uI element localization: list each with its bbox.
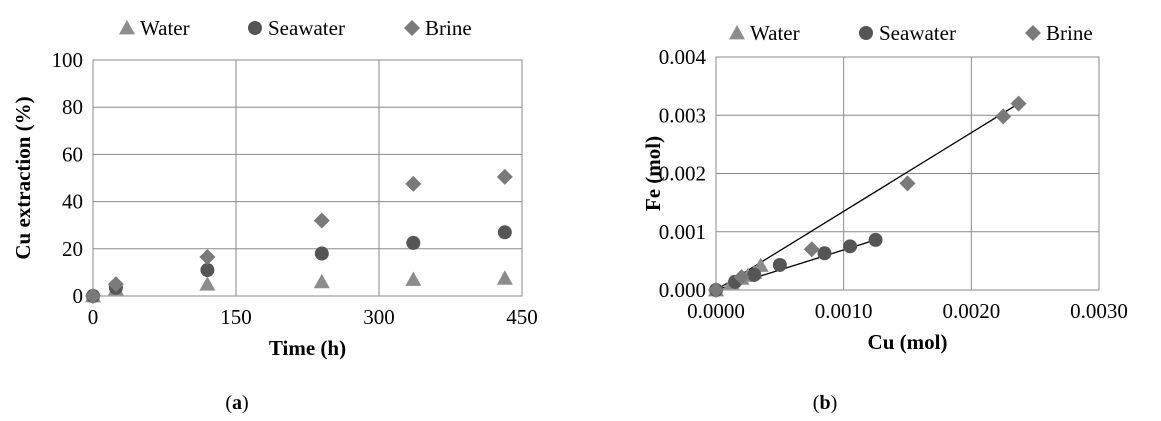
data-point-brine — [899, 175, 916, 192]
y-tick-label: 80 — [62, 95, 83, 119]
panel-b-label: b — [819, 392, 830, 414]
y-tick-label: 0.001 — [659, 220, 706, 244]
x-tick-label: 150 — [220, 305, 252, 329]
panel-b-caption: (b) — [813, 392, 837, 414]
data-point-seawater — [772, 257, 787, 272]
data-point-brine — [199, 249, 216, 266]
y-tick-label: 0.000 — [659, 278, 706, 302]
legend-marker-seawater — [859, 26, 873, 40]
legend-marker-water — [119, 20, 135, 35]
legend-label-water: Water — [750, 21, 800, 45]
data-point-brine — [85, 288, 101, 304]
data-point-seawater — [406, 235, 421, 250]
data-point-water — [199, 276, 216, 291]
y-tick-label: 100 — [52, 48, 84, 72]
data-point-seawater — [497, 225, 512, 240]
panel-a-caption: (a) — [225, 392, 248, 414]
x-tick-label: 300 — [363, 305, 395, 329]
x-tick-label: 0 — [88, 305, 99, 329]
data-point-water — [405, 271, 422, 286]
trendline-brine — [715, 103, 1019, 291]
data-point-seawater — [868, 232, 883, 247]
data-point-water — [313, 273, 330, 289]
panel-a-chart: 0 20 40 60 80 100 0 150 300 450 Time (h) Cu extract… — [11, 16, 538, 360]
legend-label-water: Water — [140, 16, 190, 40]
legend-marker-brine — [1025, 25, 1041, 41]
y-axis-title: Cu extraction (%) — [11, 96, 35, 259]
panel-b-chart: 0.000 0.001 0.002 0.003 0.004 0.0000 0.0010 0.0… — [641, 21, 1128, 354]
legend-label-brine: Brine — [1046, 21, 1093, 45]
legend-label-brine: Brine — [425, 16, 472, 40]
y-tick-label: 20 — [62, 237, 83, 261]
data-point-brine — [496, 168, 513, 185]
data-point-brine — [313, 212, 330, 229]
x-tick-label: 0.0030 — [1070, 299, 1128, 323]
series-water — [85, 270, 513, 303]
x-axis-title: Time (h) — [269, 336, 346, 360]
data-point-water — [496, 270, 513, 285]
series-seawater — [86, 225, 512, 303]
x-tick-label: 450 — [506, 305, 538, 329]
plot-area — [92, 59, 523, 297]
x-tick-label: 0.0010 — [815, 299, 873, 323]
data-point-seawater — [314, 246, 329, 261]
data-point-seawater — [747, 267, 762, 282]
legend-marker-seawater — [248, 21, 262, 35]
data-point-brine — [1010, 95, 1027, 112]
y-tick-label: 0.002 — [659, 162, 706, 186]
legend-marker-brine — [404, 20, 420, 36]
x-tick-label: 0.0020 — [942, 299, 1000, 323]
y-tick-label: 60 — [62, 142, 83, 166]
data-point-seawater — [200, 263, 215, 278]
data-point-seawater — [817, 246, 832, 261]
data-point-brine — [107, 276, 124, 293]
data-point-brine — [995, 108, 1012, 125]
series-brine — [708, 95, 1027, 298]
y-tick-label: 40 — [62, 190, 83, 214]
y-tick-label: 0.003 — [659, 103, 706, 127]
data-point-brine — [803, 241, 820, 258]
panel-a-label: a — [232, 392, 242, 414]
data-point-brine — [405, 175, 422, 192]
y-axis-title: Fe (mol) — [641, 136, 665, 211]
legend-label-seawater: Seawater — [268, 16, 345, 40]
x-axis-title: Cu (mol) — [868, 330, 948, 354]
x-tick-label: 0.0000 — [687, 299, 745, 323]
data-point-brine — [708, 282, 724, 298]
legend-label-seawater: Seawater — [879, 21, 956, 45]
data-point-brine — [733, 269, 750, 286]
plot-area — [715, 56, 1100, 291]
data-point-seawater — [843, 239, 858, 254]
legend-marker-water — [729, 25, 745, 40]
series-brine — [85, 168, 513, 304]
y-tick-label: 0.004 — [659, 45, 707, 69]
y-tick-label: 0 — [73, 284, 84, 308]
